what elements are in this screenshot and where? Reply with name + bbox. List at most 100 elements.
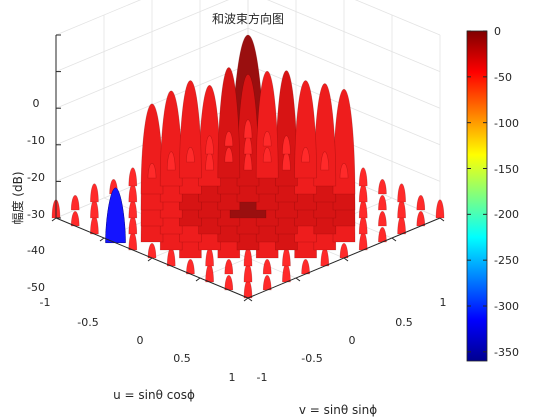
x-tick-label: -0.5 (77, 316, 98, 329)
sidelobe (262, 131, 272, 147)
colorbar-tick-label: -100 (494, 117, 519, 130)
sidelobe (243, 263, 253, 283)
x-tick-label: 0.5 (173, 352, 191, 365)
sidelobe (262, 275, 272, 291)
sidelobe (128, 215, 138, 235)
colorbar-tick-label: -350 (494, 346, 519, 359)
sidelobe (243, 247, 253, 267)
y-tick-label: 0.5 (395, 316, 413, 329)
sidelobe (90, 183, 99, 203)
x-tick-mark (99, 237, 105, 242)
colorbar-tick-label: -50 (494, 71, 512, 84)
sidelobe (358, 199, 368, 219)
sidelobe (378, 179, 387, 195)
sidelobe (70, 195, 80, 211)
colorbar-gradient (466, 30, 488, 362)
z-tick-label: -30 (27, 208, 45, 221)
sidelobe (70, 211, 80, 227)
z-tick-label: 0 (33, 97, 40, 110)
x-tick-mark (195, 277, 201, 282)
grid-line (354, 0, 441, 36)
sidelobe (358, 183, 368, 203)
sidelobe (243, 279, 253, 299)
colorbar-tick-label: -250 (494, 254, 519, 267)
y-tick-mark (439, 217, 445, 222)
y-axis-label: v = sinθ sinϕ (299, 403, 377, 417)
sidelobe (339, 163, 349, 179)
sidelobe (282, 247, 291, 267)
sidelobe (128, 167, 138, 187)
colorbar-tick-label: -200 (494, 208, 519, 221)
sidelobe (378, 211, 387, 227)
sidelobe (147, 163, 157, 179)
colorbar-tick-label: -150 (494, 163, 519, 176)
sidelobe (166, 247, 176, 267)
colorbar-ticks (467, 30, 487, 353)
sidelobe (186, 259, 195, 275)
z-tick-label: -50 (27, 281, 45, 294)
x-tick-mark (243, 297, 249, 302)
sidelobe (243, 119, 253, 139)
x-tick-label: 0 (137, 334, 144, 347)
sidelobe (358, 167, 368, 187)
sidelobe (166, 151, 176, 171)
y-tick-mark (391, 237, 397, 242)
sidelobe (294, 80, 317, 179)
z-tick-label: -20 (27, 171, 45, 184)
sidelobe (205, 263, 214, 283)
x-tick-mark (147, 257, 153, 262)
sidelobe (397, 215, 406, 235)
sidelobe (313, 83, 337, 187)
sidelobe (255, 70, 279, 179)
colorbar: 0 -50 -100 -150 -200 -250 -300 -350 (466, 25, 519, 362)
sidelobe (301, 147, 310, 163)
deep-null-region (105, 187, 126, 244)
sidelobe (159, 90, 183, 187)
y-tick-mark (247, 297, 253, 302)
sidelobe (217, 67, 241, 179)
x-tick-label: 1 (229, 371, 236, 384)
sidelobe (224, 147, 234, 163)
sidelobe (416, 195, 426, 211)
sidelobe (301, 259, 310, 275)
sidelobe (140, 103, 164, 195)
y-tick-label: -0.5 (301, 352, 322, 365)
sidelobe (378, 195, 387, 211)
x-tick-mark (51, 217, 57, 222)
sidelobe (224, 275, 234, 291)
x-tick-label: -1 (40, 296, 51, 309)
sidelobe (320, 151, 330, 171)
y-tick-label: 0 (349, 334, 356, 347)
sidelobe (205, 135, 214, 155)
sidelobe (416, 211, 426, 227)
sidelobe (90, 215, 99, 235)
sidelobe (397, 183, 406, 203)
sidelobe (282, 135, 291, 155)
sidelobe (397, 199, 406, 219)
y-tick-label: -1 (257, 371, 268, 384)
y-tick-mark (295, 277, 301, 282)
z-tick-label: -10 (27, 134, 45, 147)
sidelobe (262, 259, 272, 275)
sidelobe (224, 131, 234, 147)
sidelobe (147, 243, 157, 259)
sidelobe (358, 231, 368, 251)
sidelobe (179, 80, 202, 179)
colorbar-tick-label: 0 (494, 25, 501, 38)
axes-frame (51, 34, 445, 302)
sidelobe (435, 199, 445, 219)
y-tick-label: 1 (440, 296, 447, 309)
colorbar-tick-label: -300 (494, 300, 519, 313)
sidelobe (320, 247, 330, 267)
x-axis-label: u = sinθ cosϕ (113, 388, 195, 402)
y-tick-mark (343, 257, 349, 262)
sidelobe (224, 259, 234, 275)
sidelobe (262, 147, 272, 163)
sidelobe (205, 247, 214, 267)
sidelobe (90, 199, 99, 219)
z-tick-label: -40 (27, 244, 45, 257)
sidelobe (128, 183, 138, 203)
sidelobe (358, 215, 368, 235)
surface-plot (51, 34, 445, 299)
